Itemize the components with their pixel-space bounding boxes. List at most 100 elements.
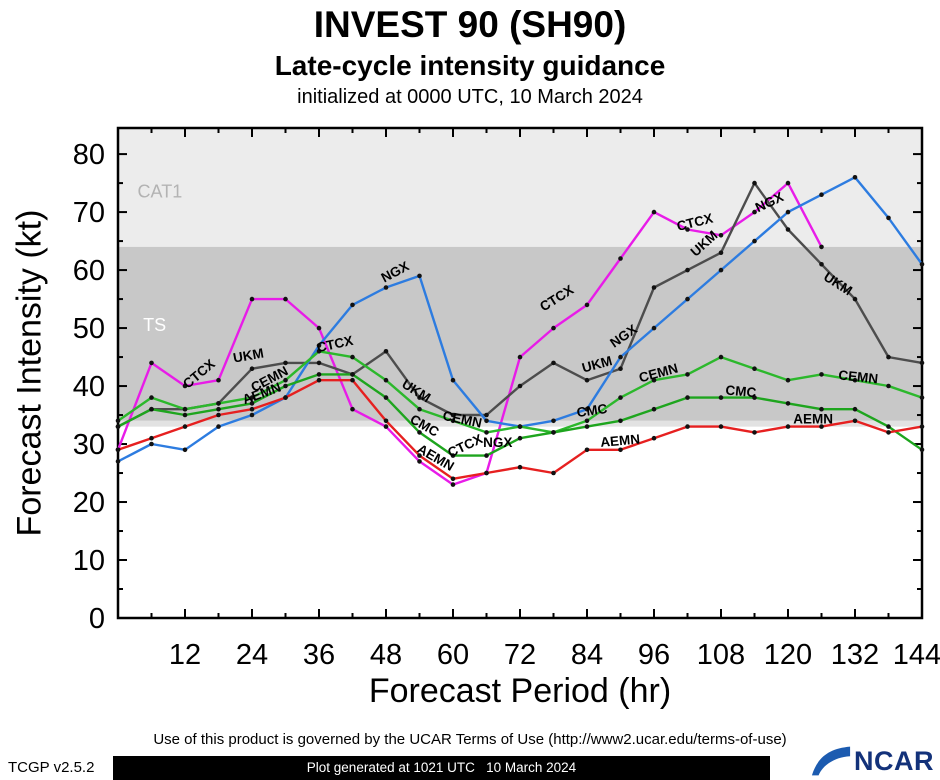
- data-point-CEMN: [752, 366, 757, 372]
- data-point-CTCX: [450, 482, 456, 487]
- data-point-UKM: [651, 285, 657, 290]
- y-tick-label: 10: [73, 545, 105, 577]
- data-point-NGX: [383, 285, 389, 290]
- data-point-AEMN: [517, 464, 523, 470]
- data-point-UKM: [551, 360, 556, 366]
- data-point-CMC: [484, 453, 489, 458]
- band-label-TS: TS: [143, 315, 166, 335]
- data-point-CTCX: [182, 383, 188, 389]
- data-point-AEMN: [350, 377, 355, 383]
- data-point-AEMN: [852, 418, 858, 424]
- data-point-CEMN: [383, 377, 389, 383]
- data-point-CMC: [651, 406, 657, 412]
- data-point-CTCX: [283, 296, 288, 302]
- data-point-AEMN: [919, 424, 925, 429]
- data-point-NGX: [115, 459, 121, 464]
- data-point-CMC: [283, 383, 288, 389]
- plot-frame: [116, 126, 924, 620]
- y-tick-label: 40: [73, 371, 105, 403]
- data-point-NGX: [718, 267, 724, 273]
- data-point-UKM: [852, 296, 858, 302]
- data-point-CMC: [584, 424, 590, 429]
- terms-of-use-text: Use of this product is governed by the U…: [153, 731, 787, 748]
- data-point-AEMN: [417, 453, 422, 458]
- chart-title: INVEST 90 (SH90): [313, 4, 627, 45]
- data-point-CMC: [752, 395, 757, 400]
- data-point-UKM: [383, 349, 389, 354]
- line-label-CMC: CMC: [576, 401, 609, 420]
- x-tick-label: 108: [697, 639, 745, 671]
- data-point-NGX: [182, 447, 188, 453]
- data-point-NGX: [450, 377, 456, 383]
- data-point-UKM: [685, 267, 690, 273]
- data-point-CTCX: [551, 325, 556, 331]
- data-point-CEMN: [785, 377, 791, 383]
- plot-generated-bar: Plot generated at 1021 UTC 10 March 2024: [113, 756, 770, 780]
- x-tick-label: 48: [370, 639, 402, 671]
- data-point-UKM: [517, 383, 523, 389]
- line-label-CEMN: CEMN: [838, 367, 879, 386]
- data-point-CEMN: [316, 349, 322, 354]
- band-CAT1: [118, 128, 922, 247]
- data-point-AEMN: [886, 430, 891, 435]
- data-point-NGX: [886, 215, 891, 221]
- data-point-CEMN: [283, 377, 288, 383]
- y-tick-label: 70: [73, 197, 105, 229]
- data-point-CMC: [115, 424, 121, 429]
- data-point-NGX: [752, 238, 757, 244]
- data-point-CMC: [718, 395, 724, 400]
- data-point-CMC: [182, 412, 188, 418]
- data-point-NGX: [149, 441, 154, 447]
- data-point-NGX: [216, 424, 221, 429]
- data-point-NGX: [919, 262, 925, 267]
- title-block: INVEST 90 (SH90) Late-cycle intensity gu…: [0, 4, 940, 109]
- band-TS: [118, 246, 922, 421]
- series-line-CTCX: [116, 181, 823, 486]
- data-point-AEMN: [450, 476, 456, 482]
- data-point-CMC: [517, 435, 523, 441]
- line-label-AEMN: AEMN: [600, 432, 641, 450]
- data-point-CEMN: [651, 377, 657, 383]
- data-point-CMC: [785, 401, 791, 406]
- data-point-UKM: [417, 395, 422, 400]
- data-point-AEMN: [182, 424, 188, 429]
- line-label-NGX: NGX: [483, 435, 512, 450]
- x-axis-label: Forecast Period (hr): [368, 672, 672, 710]
- data-point-CEMN: [115, 418, 121, 424]
- x-tick-label: 132: [831, 639, 879, 671]
- line-label-CMC: CMC: [725, 383, 757, 401]
- y-tick-label: 30: [73, 429, 105, 461]
- data-point-AEMN: [718, 424, 724, 429]
- x-tick-label: 84: [571, 639, 603, 671]
- data-point-CMC: [919, 447, 925, 453]
- data-point-UKM: [249, 366, 255, 372]
- data-point-NGX: [685, 296, 690, 302]
- data-point-AEMN: [651, 435, 657, 441]
- data-point-CTCX: [819, 244, 824, 250]
- data-point-CEMN: [919, 395, 925, 400]
- data-point-AEMN: [149, 435, 154, 441]
- y-tick-label: 20: [73, 487, 105, 519]
- data-point-CTCX: [216, 377, 221, 383]
- data-point-CMC: [852, 406, 858, 412]
- data-point-AEMN: [216, 412, 221, 418]
- data-point-UKM: [584, 377, 590, 383]
- ncar-swoosh-icon: [811, 746, 851, 776]
- x-tick-label: 24: [236, 639, 268, 671]
- band-sub-ts-strip: [118, 420, 922, 427]
- line-label-CTCX: CTCX: [315, 333, 354, 355]
- line-label-AEMN: AEMN: [793, 412, 833, 427]
- data-point-AEMN: [115, 447, 121, 453]
- x-tick-label: 60: [437, 639, 469, 671]
- data-point-CTCX: [752, 209, 757, 215]
- data-point-AEMN: [752, 430, 757, 435]
- data-point-CTCX: [785, 180, 791, 186]
- data-point-CMC: [450, 453, 456, 458]
- data-point-CMC: [383, 395, 389, 400]
- y-axis-label: Forecast Intensity (kt): [10, 209, 49, 537]
- data-point-CTCX: [618, 256, 623, 261]
- data-point-CEMN: [149, 395, 154, 400]
- data-point-UKM: [785, 227, 791, 232]
- data-point-CTCX: [685, 227, 690, 232]
